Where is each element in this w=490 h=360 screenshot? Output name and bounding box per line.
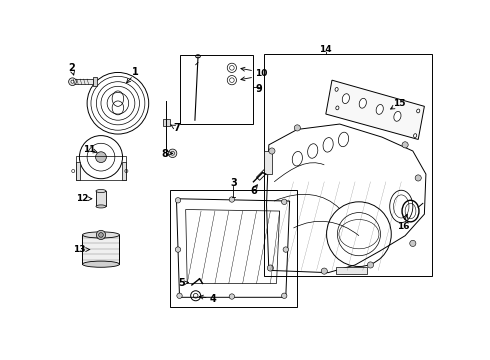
Circle shape [268, 265, 273, 271]
Circle shape [282, 293, 287, 298]
Bar [73, 79, 93, 84]
Circle shape [269, 148, 275, 154]
Bar [122, 162, 126, 180]
Ellipse shape [359, 98, 367, 108]
Circle shape [169, 149, 177, 158]
Text: 2: 2 [68, 63, 75, 73]
Circle shape [415, 175, 421, 181]
Circle shape [410, 240, 416, 247]
Bar [93, 77, 97, 86]
Circle shape [175, 198, 181, 203]
Ellipse shape [335, 87, 338, 91]
Ellipse shape [82, 232, 120, 238]
Polygon shape [326, 80, 424, 139]
Bar [82, 235, 120, 264]
Ellipse shape [376, 104, 383, 114]
Text: 7: 7 [173, 123, 180, 133]
Ellipse shape [96, 189, 106, 193]
Circle shape [98, 233, 103, 237]
Circle shape [177, 293, 182, 298]
Circle shape [96, 152, 106, 163]
Circle shape [321, 268, 327, 274]
Text: 14: 14 [319, 45, 332, 54]
Text: 10: 10 [255, 69, 268, 78]
Bar [96, 191, 106, 206]
Bar [75, 156, 126, 180]
Circle shape [283, 247, 289, 252]
Text: 5: 5 [178, 278, 185, 288]
Bar [163, 120, 171, 126]
Ellipse shape [336, 106, 339, 110]
Text: 12: 12 [76, 194, 89, 203]
Text: 13: 13 [73, 245, 86, 254]
Text: 16: 16 [396, 222, 409, 231]
Bar [75, 162, 80, 180]
Bar [179, 55, 253, 124]
Text: 1: 1 [132, 67, 139, 77]
Ellipse shape [416, 109, 420, 113]
Circle shape [229, 197, 235, 202]
Ellipse shape [414, 134, 416, 138]
Ellipse shape [394, 112, 401, 121]
Circle shape [402, 142, 408, 148]
Ellipse shape [342, 94, 349, 104]
Bar [264, 54, 432, 276]
Circle shape [69, 78, 76, 86]
Bar [170, 189, 297, 307]
Bar [264, 151, 272, 174]
Text: 15: 15 [393, 99, 406, 108]
Circle shape [368, 262, 373, 268]
Circle shape [175, 247, 181, 252]
Circle shape [229, 294, 235, 299]
Bar [336, 266, 367, 274]
Circle shape [97, 230, 105, 239]
Circle shape [282, 199, 287, 204]
Text: 9: 9 [255, 84, 262, 94]
Ellipse shape [96, 205, 106, 208]
Text: 11: 11 [83, 145, 96, 154]
Ellipse shape [82, 261, 120, 267]
Text: 6: 6 [250, 186, 257, 196]
Text: 4: 4 [210, 294, 217, 304]
Circle shape [294, 125, 300, 131]
Text: 3: 3 [230, 178, 237, 188]
Text: 8: 8 [161, 149, 169, 159]
Circle shape [71, 80, 74, 83]
